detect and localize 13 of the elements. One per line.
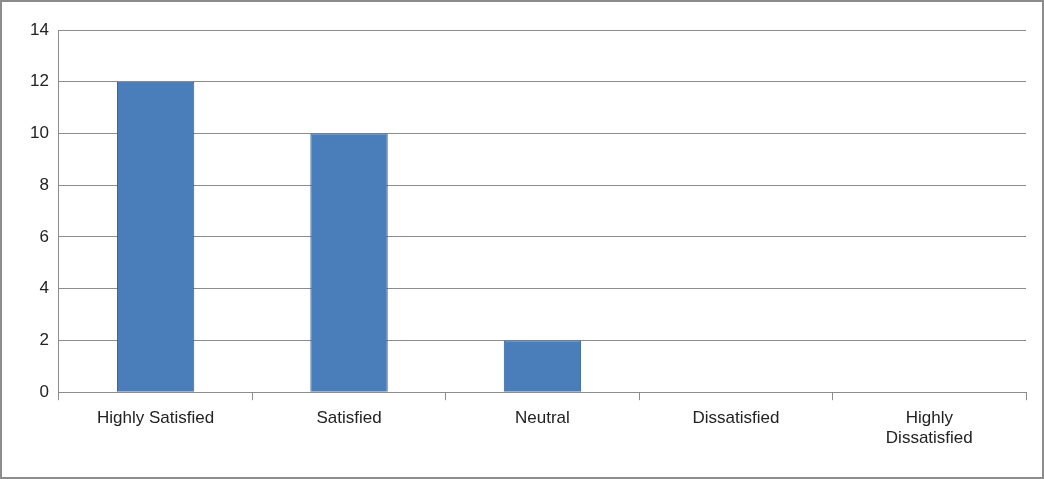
x-tick-label: Highly Dissatisfied	[885, 408, 973, 448]
y-tick-label: 6	[39, 226, 49, 246]
y-tick-label: 14	[29, 19, 49, 39]
x-tick-label: Highly Satisfied	[97, 408, 215, 428]
x-tick-label: Neutral	[515, 408, 570, 428]
x-tick-label: Dissatisfied	[692, 408, 780, 428]
y-tick-label: 2	[39, 330, 49, 350]
y-tick-label: 8	[39, 174, 49, 194]
y-tick-label: 4	[39, 278, 49, 298]
x-tick-label: Satisfied	[316, 408, 382, 428]
y-tick-label: 12	[29, 71, 49, 91]
y-tick-label: 10	[29, 123, 49, 143]
y-tick-label: 0	[39, 381, 49, 401]
